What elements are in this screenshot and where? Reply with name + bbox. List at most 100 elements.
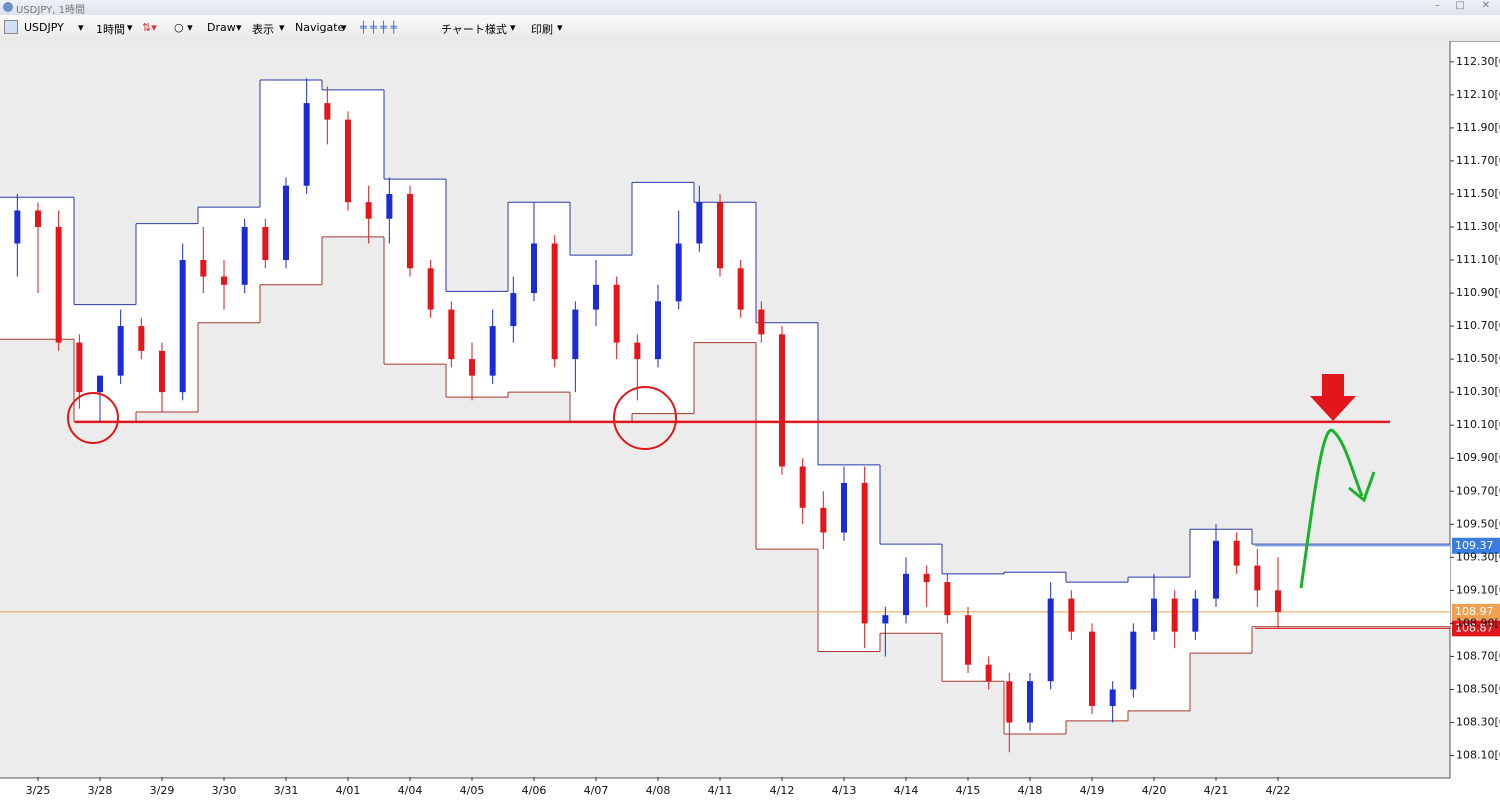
maximize[interactable]: □	[1455, 0, 1465, 11]
price-tag-label: 109.37	[1455, 539, 1494, 552]
timeframe-dropdown[interactable]: ▾	[127, 21, 133, 34]
candle-body	[221, 276, 227, 285]
candle-body	[655, 301, 661, 360]
candle-body	[345, 119, 351, 203]
print-menu[interactable]: 印刷	[531, 23, 553, 36]
candle-body	[820, 507, 827, 533]
x-tick-label: 4/22	[1266, 784, 1291, 797]
symbol-dropdown[interactable]: ▾	[78, 21, 84, 34]
channel-fill	[1066, 582, 1128, 721]
candle-body	[179, 260, 186, 393]
candle-body	[76, 342, 83, 393]
candle-body	[779, 334, 785, 467]
candle-body	[1192, 598, 1199, 632]
y-tick-label: 109.10[0	[1456, 583, 1500, 596]
minimize[interactable]: –	[1435, 0, 1440, 11]
draw-dropdown[interactable]: ▾	[236, 21, 242, 34]
candle-body	[1027, 681, 1033, 723]
channel-fill	[198, 207, 260, 323]
price-tag	[1452, 537, 1500, 554]
candle-body	[923, 573, 930, 583]
candle-body	[696, 202, 703, 244]
candle-body	[737, 268, 744, 310]
candle-body	[117, 326, 124, 376]
x-tick-label: 4/12	[770, 784, 795, 797]
candle-body	[283, 185, 289, 261]
x-tick-label: 3/30	[212, 784, 237, 797]
app-icon	[3, 2, 13, 12]
x-tick-label: 4/05	[460, 784, 485, 797]
x-tick-label: 4/19	[1080, 784, 1105, 797]
y-tick-label: 112.10[0	[1456, 88, 1500, 101]
x-tick-label: 4/01	[336, 784, 361, 797]
channel-fill	[694, 202, 756, 343]
chart-style-menu[interactable]: チャート様式	[441, 23, 507, 36]
x-tick-label: 4/20	[1142, 784, 1167, 797]
navigate-menu[interactable]: Navigate	[295, 21, 345, 34]
candle-body	[841, 483, 847, 533]
channel-fill	[632, 182, 694, 414]
price-tag	[1452, 620, 1500, 637]
candle-body	[1254, 565, 1261, 591]
channel-fill	[384, 179, 446, 365]
toolbar: USDJPY ▾ 1時間 ▾ ⇅▾ ○ ▾ Draw ▾ 表示 ▾ Naviga…	[0, 15, 1500, 42]
forecast-curve	[1299, 428, 1364, 589]
y-tick-label: 112.30[0	[1456, 55, 1500, 68]
channel-fill	[880, 544, 942, 634]
view-dropdown[interactable]: ▾	[279, 21, 285, 34]
candle-body	[1130, 631, 1137, 690]
close[interactable]: ✕	[1481, 0, 1490, 11]
y-tick-label: 111.30[0	[1456, 220, 1500, 233]
candle-body	[965, 615, 971, 665]
x-tick-label: 3/25	[26, 784, 51, 797]
chart-style-dropdown[interactable]: ▾	[510, 21, 516, 34]
channel-fill	[942, 573, 1004, 682]
candle-body	[593, 284, 599, 310]
x-tick-label: 4/13	[832, 784, 857, 797]
timeframe-select[interactable]: 1時間	[96, 23, 125, 36]
zoom-tools[interactable]: ╪ ╪ ╪ ╪	[360, 21, 397, 34]
draw-menu[interactable]: Draw	[207, 21, 236, 34]
candle-body	[1109, 689, 1116, 706]
candle-body	[572, 309, 579, 360]
candle-body	[799, 466, 806, 508]
candle-body	[758, 309, 765, 335]
navigate-dropdown[interactable]: ▾	[341, 21, 347, 34]
candle-body	[944, 582, 951, 616]
channel-fill	[508, 202, 570, 393]
y-tick-label: 111.50[0	[1456, 187, 1500, 200]
channel-fill	[1190, 529, 1252, 654]
view-menu[interactable]: 表示	[252, 23, 274, 36]
candle-body	[882, 615, 889, 624]
channel-fill	[260, 79, 322, 285]
symbol-select[interactable]: USDJPY	[24, 21, 64, 34]
channel-fill	[1128, 577, 1190, 711]
candle-body	[448, 309, 455, 360]
candle-body	[1089, 631, 1095, 706]
down-arrow	[1310, 374, 1356, 421]
candle-body	[14, 210, 21, 244]
candle-body	[159, 350, 165, 393]
chart-type[interactable]: ⇅▾	[142, 21, 157, 34]
y-tick-label: 109.30[0	[1456, 550, 1500, 563]
y-tick-label: 111.90[0	[1456, 121, 1500, 134]
channel-fill	[818, 464, 880, 652]
candle-body	[613, 284, 620, 343]
y-tick-label: 110.90[0	[1456, 286, 1500, 299]
candle-body	[1213, 540, 1219, 599]
forecast-arrowhead	[1348, 471, 1376, 503]
candle-body	[717, 202, 723, 269]
candle-body	[634, 342, 641, 360]
y-tick-label: 110.50[0	[1456, 352, 1500, 365]
candle-body	[97, 375, 103, 393]
price-tag	[1452, 603, 1500, 620]
annotations	[67, 374, 1376, 589]
candle-body	[427, 268, 434, 310]
x-tick-label: 4/08	[646, 784, 671, 797]
shape-tool[interactable]: ○ ▾	[174, 21, 193, 34]
y-tick-label: 108.70[0	[1456, 649, 1500, 662]
print-dropdown[interactable]: ▾	[557, 21, 563, 34]
y-tick-label: 108.30[0	[1456, 715, 1500, 728]
candle-body	[35, 210, 41, 227]
annotation-circle	[67, 392, 119, 444]
